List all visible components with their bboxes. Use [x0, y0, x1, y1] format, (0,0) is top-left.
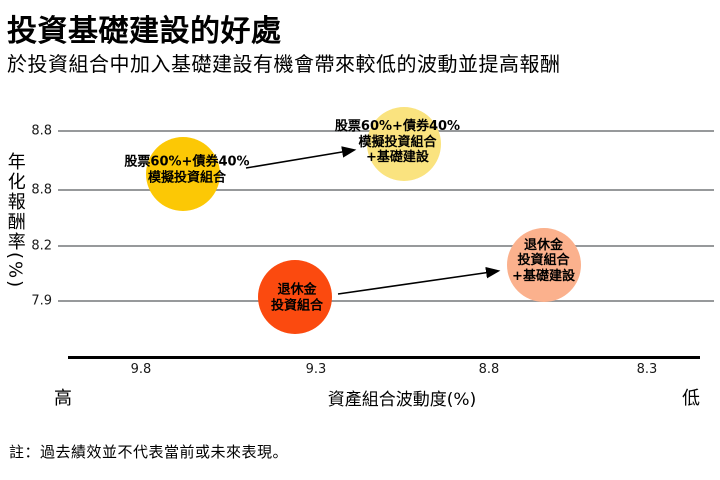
- x-axis-line: [68, 356, 700, 359]
- gridline: [58, 300, 714, 302]
- portfolio-bubble-label-line: +基礎建設: [366, 149, 429, 165]
- gridline: [58, 189, 714, 191]
- y-tick-label: 8.8: [31, 182, 52, 198]
- page-subtitle: 於投資組合中加入基礎建設有機會帶來較低的波動並提高報酬: [7, 52, 561, 76]
- y-tick-label: 7.9: [31, 293, 52, 309]
- portfolio-bubble-label: 股票60%+債券40% 模擬投資組合 +基礎建設: [335, 119, 460, 165]
- y-axis-title: 年化報酬率(%): [4, 152, 26, 290]
- portfolio-bubble-label: 退休金 投資組合: [271, 283, 323, 314]
- portfolio-bubble: 退休金 投資組合: [258, 260, 332, 335]
- x-tick-label: 9.8: [130, 362, 152, 377]
- page-title: 投資基礎建設的好處: [7, 14, 282, 49]
- improvement-arrow: [337, 267, 501, 295]
- x-tick-label: 9.3: [305, 362, 327, 377]
- portfolio-bubble-label-line: 股票60%+債券40%: [124, 155, 250, 171]
- footnote: 註：過去績效並不代表當前或未來表現。: [9, 443, 289, 461]
- gridline: [58, 245, 714, 247]
- portfolio-bubble-label: 退休金 投資組合 +基礎建設: [512, 238, 575, 284]
- portfolio-bubble-label-line: 退休金: [523, 238, 563, 254]
- portfolio-bubble: 股票60%+債券40% 模擬投資組合 +基礎建設: [335, 107, 460, 182]
- portfolio-bubble-label: 股票60%+債券40% 模擬投資組合: [124, 155, 249, 186]
- x-tick-label: 8.8: [478, 362, 500, 377]
- portfolio-bubble-label-line: +基礎建設: [512, 268, 575, 284]
- portfolio-bubble: 退休金 投資組合 +基礎建設: [506, 228, 581, 303]
- y-tick-label: 8.2: [31, 238, 52, 254]
- x-axis-low-label: 低: [682, 388, 700, 409]
- portfolio-bubble-label-line: 投資組合: [517, 253, 570, 269]
- portfolio-bubble-label-line: 模擬投資組合: [358, 134, 437, 150]
- portfolio-bubble: 股票60%+債券40% 模擬投資組合: [124, 137, 250, 212]
- portfolio-bubble-label-line: 退休金: [277, 282, 317, 298]
- x-axis-high-label: 高: [54, 388, 72, 409]
- y-tick-label: 8.8: [31, 123, 52, 139]
- x-tick-label: 8.3: [636, 362, 658, 377]
- portfolio-bubble-label-line: 投資組合: [270, 298, 324, 314]
- portfolio-bubble-label-line: 股票60%+債券40%: [334, 119, 461, 135]
- portfolio-bubble-label-line: 模擬投資組合: [147, 170, 227, 186]
- x-axis-title: 資產組合波動度(%): [327, 390, 477, 410]
